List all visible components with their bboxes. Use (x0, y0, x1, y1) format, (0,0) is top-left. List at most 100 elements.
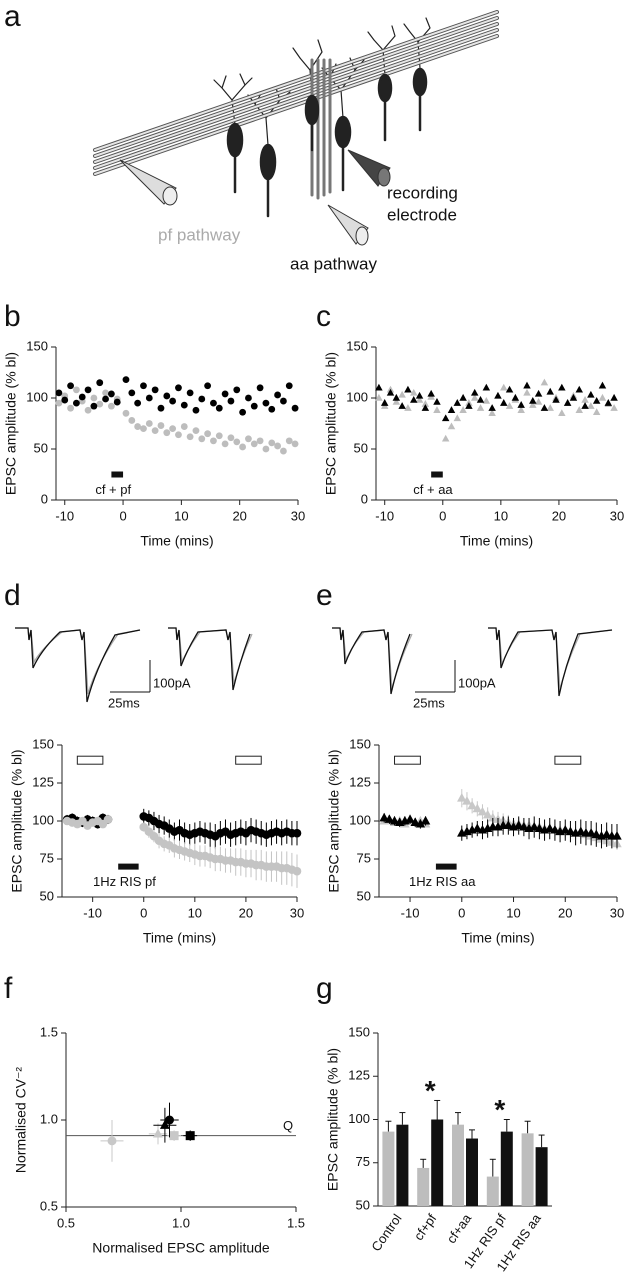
bar (382, 1131, 395, 1206)
y-axis-label: Normalised CV⁻² (13, 1067, 29, 1174)
marker (151, 427, 159, 435)
y-tick-label: 150 (32, 736, 54, 751)
y-tick-label: 75 (357, 850, 371, 865)
marker (586, 828, 596, 837)
marker (96, 400, 104, 408)
marker (204, 382, 212, 390)
schematic (93, 10, 499, 246)
panel-letter: c (316, 300, 331, 333)
marker (447, 406, 456, 413)
y-tick-label: 50 (354, 440, 368, 455)
marker (488, 409, 496, 417)
y-tick-label: 50 (34, 440, 48, 455)
marker (186, 433, 194, 441)
marker (107, 1136, 117, 1146)
x-tick-label: 1.0 (172, 1215, 190, 1230)
marker (384, 814, 395, 823)
marker (529, 821, 539, 831)
marker (151, 386, 159, 394)
marker (560, 824, 570, 834)
marker (169, 397, 177, 405)
scale-label: 100pA (458, 675, 496, 690)
y-axis-label: EPSC amplitude (% bl) (323, 352, 339, 495)
marker (96, 379, 104, 387)
x-tick-label: 10 (174, 508, 188, 523)
marker (558, 383, 566, 391)
marker (55, 399, 63, 407)
significance-mark: * (425, 1075, 436, 1106)
marker (198, 435, 206, 443)
marker (375, 393, 383, 401)
marker (472, 823, 483, 833)
x-tick-label: 10 (494, 508, 508, 523)
marker (379, 812, 389, 822)
marker (482, 383, 491, 391)
marker (472, 803, 483, 813)
x-tick-label: 20 (239, 905, 253, 920)
marker (233, 386, 241, 394)
marker (404, 385, 412, 393)
marker (503, 820, 514, 829)
marker (268, 439, 276, 447)
marker (467, 800, 477, 810)
induction-label: cf + aa (413, 482, 453, 497)
marker (581, 395, 589, 403)
panel-letter: g (316, 972, 333, 1005)
marker (581, 402, 589, 409)
marker (398, 402, 406, 409)
y-tick-label: 125 (32, 774, 54, 789)
y-tick-label: 125 (349, 774, 371, 789)
marker (227, 434, 235, 442)
marker (565, 826, 576, 836)
y-tick-label: 0.5 (40, 1198, 58, 1213)
x-tick-label: 30 (291, 508, 305, 523)
induction-bar (111, 471, 124, 478)
marker (292, 866, 302, 876)
marker (107, 402, 115, 410)
panel-letter: f (4, 972, 13, 1005)
x-tick-label: 10 (506, 905, 520, 920)
marker (90, 402, 98, 410)
scale-label: 25ms (413, 695, 445, 710)
x-tick-label: cf+pf (411, 1211, 440, 1243)
scale-label: 25ms (108, 695, 140, 710)
x-tick-label: cf+aa (444, 1210, 475, 1246)
marker (441, 434, 450, 442)
y-tick-label: 1.5 (40, 1024, 58, 1039)
y-tick-label: 50 (356, 1197, 370, 1212)
marker (500, 399, 508, 406)
marker (268, 405, 276, 413)
marker (140, 425, 147, 432)
marker (546, 387, 554, 395)
diagram-label: electrode (387, 205, 457, 224)
marker (134, 423, 142, 430)
marker (221, 390, 229, 398)
dendrites (213, 17, 431, 146)
marker (598, 393, 607, 401)
marker (163, 392, 171, 400)
x-tick-label: -10 (83, 905, 102, 920)
marker (227, 397, 235, 405)
marker (505, 385, 514, 393)
marker (157, 404, 165, 412)
bar (452, 1124, 464, 1206)
marker (476, 404, 485, 411)
y-tick-label: 0 (361, 491, 368, 506)
bar (486, 1176, 499, 1206)
marker (215, 404, 223, 412)
marker (529, 396, 537, 404)
marker (145, 420, 153, 427)
x-axis-label: Time (mins) (460, 533, 533, 549)
x-tick-label: 10 (188, 905, 202, 920)
y-tick-label: 150 (348, 1024, 370, 1039)
marker (575, 385, 583, 393)
bar (521, 1133, 534, 1206)
marker (159, 1119, 170, 1129)
marker (576, 826, 586, 836)
marker (410, 817, 420, 826)
analysis-window (554, 755, 582, 765)
x-tick-label: Control (368, 1211, 404, 1254)
marker (575, 406, 583, 413)
marker (84, 406, 92, 414)
marker (239, 443, 247, 451)
